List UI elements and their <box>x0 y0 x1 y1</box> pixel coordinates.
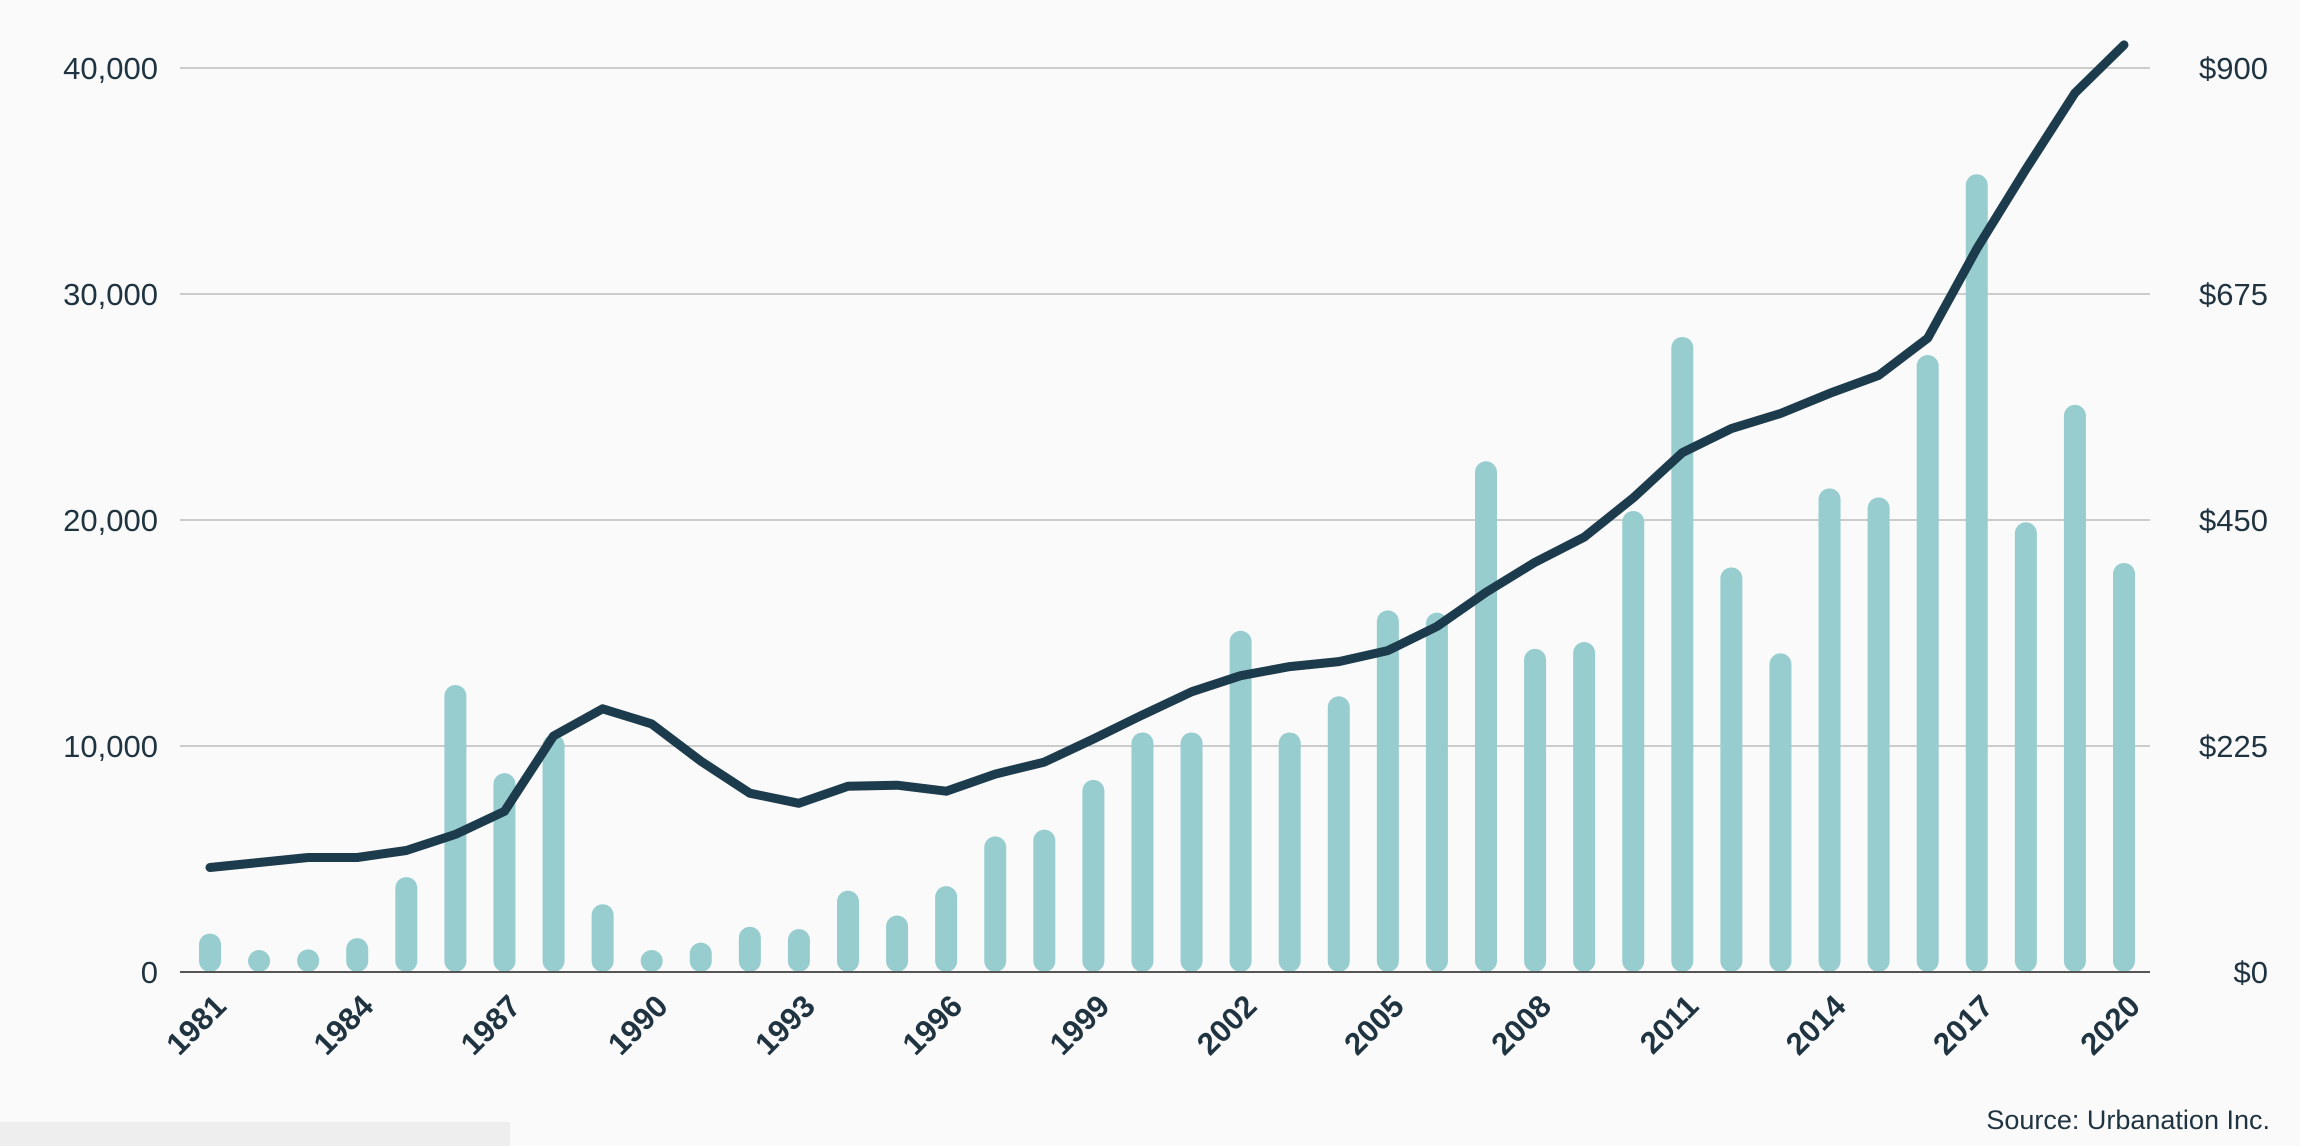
x-axis-tick-label: 1990 <box>601 988 675 1062</box>
bar <box>837 890 859 972</box>
bar <box>591 904 614 972</box>
x-axis-tick-label: 1984 <box>307 988 381 1062</box>
bar <box>1916 355 1939 972</box>
x-axis-tick-label: 2014 <box>1779 988 1853 1062</box>
bar <box>2113 562 2135 972</box>
bar <box>542 734 565 972</box>
bar <box>1229 630 1252 972</box>
bar <box>1376 610 1399 972</box>
bar <box>1180 732 1203 972</box>
source-note: Source: Urbanation Inc. <box>1986 1105 2270 1135</box>
footer-bar <box>0 1122 510 1146</box>
price-line <box>205 40 2129 872</box>
bar <box>1131 732 1154 972</box>
bar <box>444 684 467 972</box>
bar <box>297 949 320 972</box>
x-axis-tick-label: 2002 <box>1190 988 1264 1062</box>
bar <box>738 926 761 972</box>
bar <box>1082 779 1105 972</box>
bar <box>395 877 418 972</box>
x-axis-tick-label: 1993 <box>748 988 822 1062</box>
bar <box>886 915 909 972</box>
bar <box>1278 732 1301 972</box>
bar <box>2063 404 2086 972</box>
right-axis-tick-label: $450 <box>2199 503 2268 538</box>
bar <box>1622 510 1645 972</box>
bar <box>493 773 516 972</box>
x-axis-tick-label: 2005 <box>1337 988 1411 1062</box>
x-axis-tick-label: 1996 <box>896 988 970 1062</box>
x-axis-tick-label: 2020 <box>2073 988 2147 1062</box>
bar <box>199 933 221 972</box>
bar <box>1769 653 1792 972</box>
bar <box>1818 488 1841 972</box>
right-axis-tick-label: $225 <box>2199 729 2268 764</box>
x-axis-tick-label: 2017 <box>1926 988 2000 1062</box>
bar <box>689 942 712 972</box>
bar <box>935 886 958 972</box>
bar <box>640 950 663 972</box>
left-axis-tick-label: 0 <box>141 955 158 990</box>
bar <box>1720 567 1743 972</box>
x-axis-tick-label: 1981 <box>159 988 233 1062</box>
bar <box>1965 174 1988 973</box>
right-axis-tick-label: $675 <box>2199 277 2268 312</box>
bar <box>1524 648 1547 972</box>
bar <box>1475 461 1497 972</box>
bar <box>248 950 271 972</box>
x-axis-tick-label: 1999 <box>1043 988 1117 1062</box>
bar <box>1033 829 1056 972</box>
x-axis-tick-label: 2008 <box>1485 988 1559 1062</box>
left-axis-tick-label: 20,000 <box>63 503 158 538</box>
right-axis-tick-label: $0 <box>2234 955 2268 990</box>
bar <box>1425 612 1448 972</box>
right-axis-tick-label: $900 <box>2199 51 2268 86</box>
bar <box>787 929 810 972</box>
x-axis-tick-label: 1987 <box>454 988 528 1062</box>
bar <box>1867 497 1890 972</box>
left-axis-tick-label: 10,000 <box>63 729 158 764</box>
left-axis-tick-label: 40,000 <box>63 51 158 86</box>
bar <box>1573 642 1596 972</box>
x-axis-tick-label: 2011 <box>1633 988 1705 1060</box>
bar <box>1327 696 1350 972</box>
bar <box>346 938 369 972</box>
left-axis-tick-label: 30,000 <box>63 277 158 312</box>
bar <box>2014 522 2037 972</box>
bar <box>1671 336 1694 972</box>
bar <box>984 836 1007 972</box>
